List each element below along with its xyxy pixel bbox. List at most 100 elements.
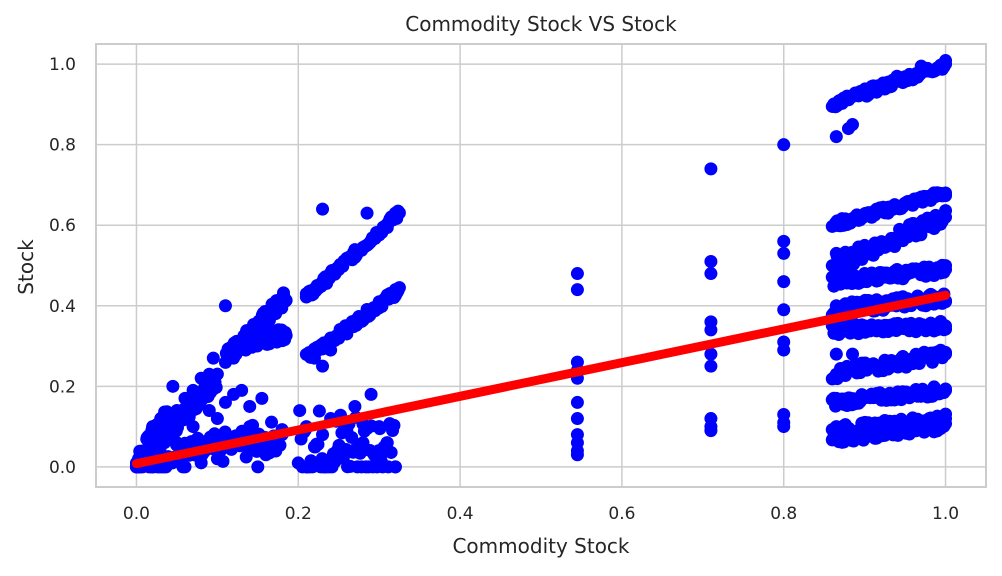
data-point [316,428,330,442]
data-point [251,460,265,474]
data-point [939,263,953,277]
data-point [388,460,402,474]
data-point [570,267,584,281]
data-point [360,206,374,220]
data-point [890,230,904,244]
data-point [243,399,257,413]
data-point [316,202,330,216]
data-point [235,383,249,397]
data-point [890,263,904,277]
data-point [939,57,953,71]
data-point [316,275,330,289]
data-point [255,391,269,405]
data-point [858,295,872,309]
y-tick-label: 0.8 [49,136,76,156]
y-axis-title: Stock [14,239,38,295]
data-point [332,448,346,462]
regression-line [131,290,951,469]
data-point [267,303,281,317]
y-tick-label: 0.2 [49,377,76,397]
data-point [316,359,330,373]
y-tick-label: 0.0 [49,458,76,478]
data-point [387,418,401,432]
data-point [372,420,386,434]
data-point [166,379,180,393]
data-point [890,319,904,333]
data-point [829,299,843,313]
data-point [372,452,386,466]
data-point [178,391,192,405]
data-point [890,387,904,401]
data-point [922,351,936,365]
data-point [324,343,338,357]
data-point [890,424,904,438]
data-point [170,436,184,450]
data-point [265,415,279,429]
data-point [299,460,313,474]
data-point [210,452,224,466]
data-point [178,460,192,474]
data-point [218,299,232,313]
data-point [890,355,904,369]
data-point [218,395,232,409]
data-point [704,162,718,176]
data-point [348,399,362,413]
y-tick-label: 1.0 [49,55,76,75]
data-point [846,347,859,361]
data-point [263,327,277,341]
data-point [858,428,872,442]
data-point [235,339,249,353]
data-point [202,367,216,381]
data-point [356,311,370,325]
data-point [829,391,843,405]
data-point [704,359,718,373]
data-point [186,383,200,397]
data-point [356,436,370,450]
y-tick-label: 0.4 [49,297,76,317]
data-point [364,387,378,401]
data-point [939,347,953,361]
data-point [850,210,864,224]
data-point [170,403,184,417]
x-tick-label: 1.0 [932,504,959,524]
data-point [206,351,220,365]
data-point [380,436,394,450]
data-point [324,331,338,345]
data-point [384,445,398,459]
data-point [939,319,953,333]
data-point [777,246,791,260]
data-point [704,424,718,438]
data-point [388,206,402,220]
data-point [704,254,718,268]
data-point [777,234,791,248]
data-point [186,420,200,434]
data-point [704,323,718,337]
x-tick-label: 0.8 [770,504,797,524]
data-point [210,412,224,426]
x-tick-label: 0.0 [123,504,150,524]
plot-frame-border [95,43,987,488]
data-point [777,138,791,152]
data-point [353,446,367,460]
fit-line-layer [131,290,951,469]
data-point [858,85,872,99]
data-point [922,218,936,232]
data-point [882,200,896,214]
data-point [829,420,843,434]
data-point [777,343,791,357]
data-point [939,383,953,397]
data-point [914,59,928,73]
data-point [202,403,216,417]
data-point [209,380,223,394]
data-point [340,424,354,438]
data-point [914,190,928,204]
data-point [777,303,791,317]
y-tick-labels: 0.0 0.2 0.4 0.6 0.8 1.0 [49,55,76,478]
data-point [340,327,354,341]
data-point [829,271,843,285]
data-point [307,351,321,365]
data-point [829,130,843,144]
y-tick-label: 0.6 [49,216,76,236]
